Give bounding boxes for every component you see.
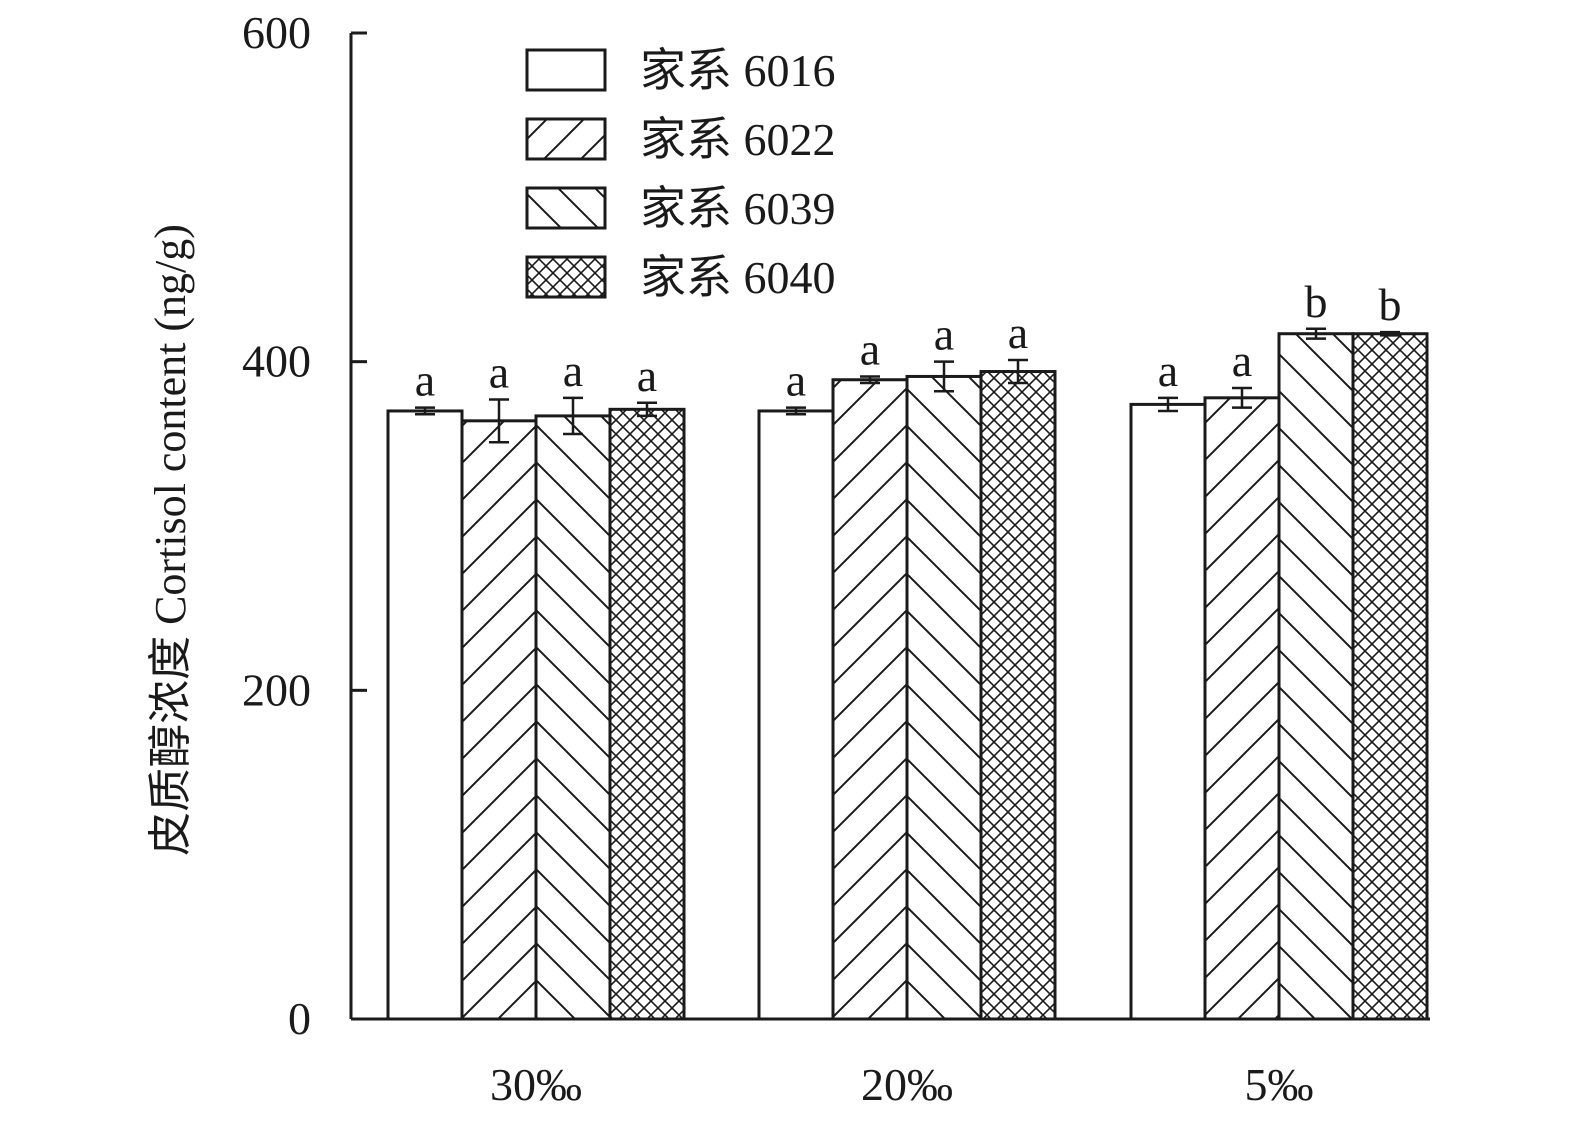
x-axis-labels: 30‰ 20‰ 5‰	[490, 1059, 1314, 1110]
x-category-label: 5‰	[1245, 1059, 1314, 1110]
legend-swatch	[525, 186, 607, 230]
error-bar	[786, 406, 806, 416]
bar	[905, 374, 983, 1021]
y-tick-label: 600	[242, 7, 311, 58]
bar	[1129, 402, 1207, 1021]
error-bar	[934, 360, 954, 393]
legend-swatch	[525, 255, 607, 299]
bars-layer	[386, 332, 1429, 1021]
y-tick-label: 200	[242, 664, 311, 715]
significance-letter: a	[637, 350, 657, 401]
significance-letter: a	[786, 355, 806, 406]
bar	[608, 407, 686, 1021]
error-bar	[1306, 327, 1326, 340]
bar	[386, 409, 464, 1021]
significance-letter: b	[1305, 276, 1328, 327]
error-bar	[1008, 358, 1028, 385]
significance-letter: a	[934, 309, 954, 360]
significance-letter: a	[1008, 307, 1028, 358]
legend-item: 家系 6016	[525, 45, 836, 96]
x-category-label: 20‰	[861, 1059, 953, 1110]
significance-letter: a	[860, 323, 880, 374]
significance-letter: a	[563, 345, 583, 396]
legend-item: 家系 6039	[525, 183, 836, 234]
significance-letter: a	[489, 346, 509, 397]
legend-item: 家系 6022	[525, 114, 836, 165]
error-bar	[563, 396, 583, 436]
significance-letter: b	[1379, 279, 1402, 330]
legend-label: 家系 6040	[640, 252, 836, 303]
significance-letter: a	[1158, 345, 1178, 396]
bar	[757, 409, 835, 1021]
bar	[1351, 332, 1429, 1021]
y-tick-label: 400	[242, 336, 311, 387]
legend: 家系 6016 家系 6022 家系 6039 家系 6040	[525, 45, 836, 303]
x-category-label: 30‰	[490, 1059, 582, 1110]
legend-swatch	[525, 117, 607, 161]
bar	[979, 370, 1057, 1021]
legend-label: 家系 6016	[640, 45, 836, 96]
bar	[831, 378, 909, 1021]
bar	[1277, 332, 1355, 1021]
error-bar	[1158, 396, 1178, 413]
y-tick-label: 0	[288, 993, 311, 1044]
legend-item: 家系 6040	[525, 252, 836, 303]
error-bar	[415, 406, 435, 416]
error-bars-layer	[415, 327, 1400, 444]
error-bar	[489, 398, 509, 444]
legend-label: 家系 6022	[640, 114, 836, 165]
legend-swatch	[525, 48, 607, 92]
error-bar	[637, 401, 657, 418]
bar	[1203, 396, 1281, 1021]
y-axis-ticks: 0 200 400 600	[242, 7, 367, 1044]
bar	[460, 419, 538, 1021]
significance-letter: a	[1232, 335, 1252, 386]
error-bar	[1232, 386, 1252, 409]
error-bar	[1380, 330, 1400, 337]
legend-label: 家系 6039	[640, 183, 836, 234]
bar	[534, 414, 612, 1021]
significance-letter: a	[415, 355, 435, 406]
significance-letters-layer: a a a a a a a a a a b b	[415, 276, 1402, 406]
error-bar	[860, 375, 880, 385]
y-axis-label: 皮质醇浓度 Cortisol content (ng/g)	[146, 224, 195, 856]
